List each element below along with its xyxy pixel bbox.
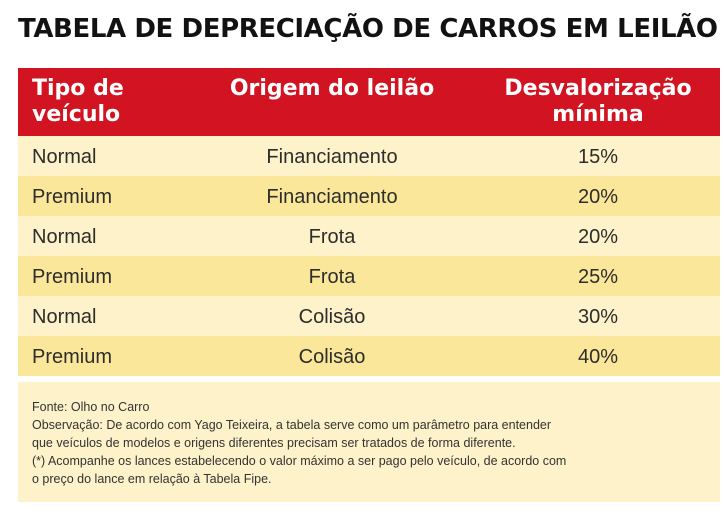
cell-tipo: Normal [32,226,97,248]
table-row: Normal Colisão 30% [18,296,720,336]
cell-desvalorizacao: 40% [577,346,619,368]
table-row: Normal Frota 20% [18,216,720,256]
observation-line-2: que veículos de modelos e origens difere… [32,436,516,450]
cell-origem: Financiamento [266,146,398,168]
observation-line-1: Observação: De acordo com Yago Teixeira,… [32,418,552,432]
table-row: Premium Financiamento 20% [18,176,720,216]
header-tipo-veiculo: Tipo de veículo [32,76,172,128]
cell-origem: Colisão [298,306,366,328]
depreciation-table: Tipo de veículo Origem do leilão Desvalo… [18,68,720,376]
cell-desvalorizacao: 30% [577,306,619,328]
header-desval-line1: Desvalorização [504,76,692,101]
header-desval-line2: mínima [552,102,644,127]
cell-tipo: Normal [32,306,97,328]
table-body: Normal Financiamento 15% Premium Financi… [18,136,720,376]
cell-origem: Colisão [298,346,366,368]
table-notes: Fonte: Olho no Carro Observação: De acor… [18,382,720,502]
cell-tipo: Premium [32,346,113,368]
cell-tipo: Normal [32,146,97,168]
cell-desvalorizacao: 25% [577,266,619,288]
cell-desvalorizacao: 20% [577,186,619,208]
cell-origem: Frota [308,266,356,288]
header-tipo-line2: veículo [32,102,121,127]
cell-origem: Financiamento [266,186,398,208]
table-row: Normal Financiamento 15% [18,136,720,176]
cell-origem: Frota [308,226,356,248]
header-origem-leilao: Origem do leilão [229,76,435,101]
asterisk-note-line-1: (*) Acompanhe os lances estabelecendo o … [32,454,567,468]
page-title: TABELA DE DEPRECIAÇÃO DE CARROS EM LEILÃ… [18,14,724,44]
cell-desvalorizacao: 20% [577,226,619,248]
asterisk-note-line-2: o preço do lance em relação à Tabela Fip… [32,472,272,486]
header-desvalorizacao: Desvalorização mínima [478,76,718,128]
cell-tipo: Premium [32,186,113,208]
cell-tipo: Premium [32,266,113,288]
table-row: Premium Frota 25% [18,256,720,296]
table-header: Tipo de veículo Origem do leilão Desvalo… [18,68,720,136]
table-row: Premium Colisão 40% [18,336,720,376]
source-note: Fonte: Olho no Carro [32,400,150,414]
cell-desvalorizacao: 15% [577,146,619,168]
header-tipo-line1: Tipo de [32,76,124,101]
